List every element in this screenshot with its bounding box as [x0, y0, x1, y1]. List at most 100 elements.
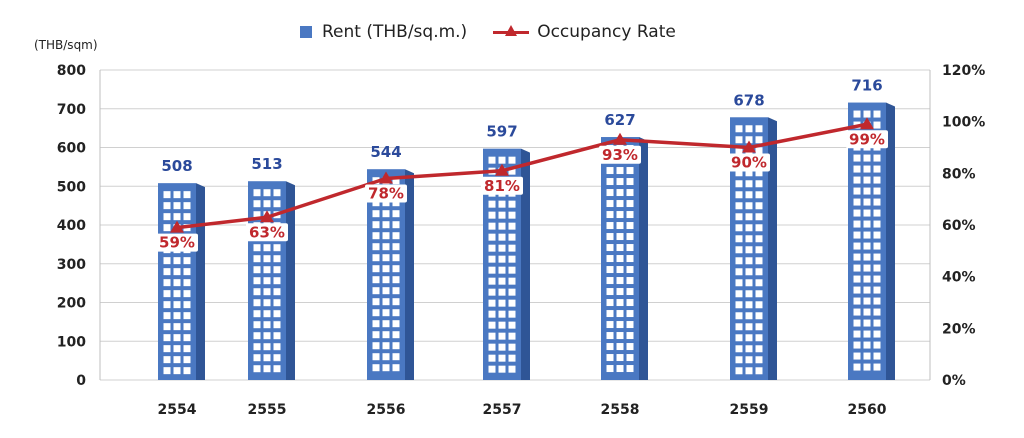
- bar-window: [616, 211, 624, 219]
- bar-window: [735, 180, 743, 188]
- bar-window: [863, 198, 871, 206]
- bar-window: [488, 266, 496, 274]
- bar-window: [488, 299, 496, 307]
- bar-window: [755, 235, 763, 243]
- bar-window: [173, 356, 181, 364]
- bar-window: [626, 354, 634, 362]
- bar-window: [853, 110, 861, 118]
- bar-window: [163, 367, 171, 375]
- pct-label-bg: [728, 153, 770, 172]
- bar-window: [735, 136, 743, 144]
- bar-window: [853, 352, 861, 360]
- bar-window: [183, 290, 191, 298]
- bar-window: [853, 297, 861, 305]
- bar-window: [508, 211, 516, 219]
- bar-window: [626, 200, 634, 208]
- bar-window: [745, 356, 753, 364]
- bar-window: [745, 345, 753, 353]
- bar-window: [273, 255, 281, 263]
- y-tick-label: 100: [57, 334, 86, 350]
- legend-occupancy-label: Occupancy Rate: [537, 22, 676, 42]
- occupancy-value-label: 78%: [368, 185, 404, 203]
- bar-window: [873, 286, 881, 294]
- bar-window: [853, 154, 861, 162]
- bar-window: [498, 310, 506, 318]
- bar-window: [745, 125, 753, 133]
- bar-window: [183, 334, 191, 342]
- bar-window: [626, 266, 634, 274]
- bar-window: [735, 268, 743, 276]
- bar-window: [372, 243, 380, 251]
- bar-window: [873, 165, 881, 173]
- bar-window: [873, 264, 881, 272]
- bar-side: [196, 183, 205, 380]
- bar-window: [163, 279, 171, 287]
- bar-window: [745, 367, 753, 375]
- bar-window: [183, 257, 191, 265]
- bar-window: [745, 279, 753, 287]
- bar-window: [606, 299, 614, 307]
- bar-window: [392, 309, 400, 317]
- bar-window: [735, 301, 743, 309]
- bar-window: [863, 242, 871, 250]
- pct-label-bg: [846, 130, 888, 149]
- occupancy-value-label: 90%: [731, 154, 767, 172]
- bar-window: [755, 301, 763, 309]
- bar-window: [273, 299, 281, 307]
- bar-window: [382, 243, 390, 251]
- bar-window: [263, 310, 271, 318]
- bar-window: [863, 253, 871, 261]
- bar-window: [183, 268, 191, 276]
- bar-window: [372, 342, 380, 350]
- bar-window: [616, 354, 624, 362]
- bar-window: [863, 231, 871, 239]
- bar-window: [392, 265, 400, 273]
- bar-window: [253, 244, 261, 252]
- bar-window: [626, 189, 634, 197]
- bar-window: [392, 298, 400, 306]
- bar-window: [873, 253, 881, 261]
- bar-window: [382, 254, 390, 262]
- bar-window: [273, 365, 281, 373]
- bar-window: [745, 257, 753, 265]
- bar-window: [735, 235, 743, 243]
- bar-window: [183, 191, 191, 199]
- bar-window: [616, 200, 624, 208]
- bar-window: [382, 353, 390, 361]
- bar-window: [745, 202, 753, 210]
- bar-window: [755, 125, 763, 133]
- occupancy-value-label: 59%: [159, 234, 195, 252]
- y-tick-label: 600: [57, 141, 86, 157]
- bar-window: [755, 246, 763, 254]
- bar-window: [173, 191, 181, 199]
- bar-window: [616, 288, 624, 296]
- bar-window: [508, 167, 516, 175]
- y-axis-unit: (THB/sqm): [34, 38, 98, 52]
- bar-window: [183, 301, 191, 309]
- bar-window: [873, 330, 881, 338]
- bar-window: [735, 356, 743, 364]
- occupancy-marker: [379, 171, 393, 184]
- bar-window: [606, 266, 614, 274]
- bar-window: [616, 365, 624, 373]
- y-tick-label: 500: [57, 179, 86, 195]
- bar-window: [498, 365, 506, 373]
- bar-window: [616, 233, 624, 241]
- y2-tick-label: 100%: [942, 115, 985, 131]
- bar-value-label: 508: [161, 157, 192, 175]
- bar-window: [606, 222, 614, 230]
- bar-window: [755, 367, 763, 375]
- y2-tick-label: 120%: [942, 63, 985, 79]
- bar-window: [606, 321, 614, 329]
- bar-window: [392, 342, 400, 350]
- bar-window: [616, 321, 624, 329]
- bar-window: [755, 180, 763, 188]
- bar-window: [253, 200, 261, 208]
- bar-window: [873, 198, 881, 206]
- bar-window: [392, 364, 400, 372]
- bar-window: [626, 233, 634, 241]
- y-tick-label: 300: [57, 257, 86, 273]
- bar-window: [853, 253, 861, 261]
- bar-window: [183, 202, 191, 210]
